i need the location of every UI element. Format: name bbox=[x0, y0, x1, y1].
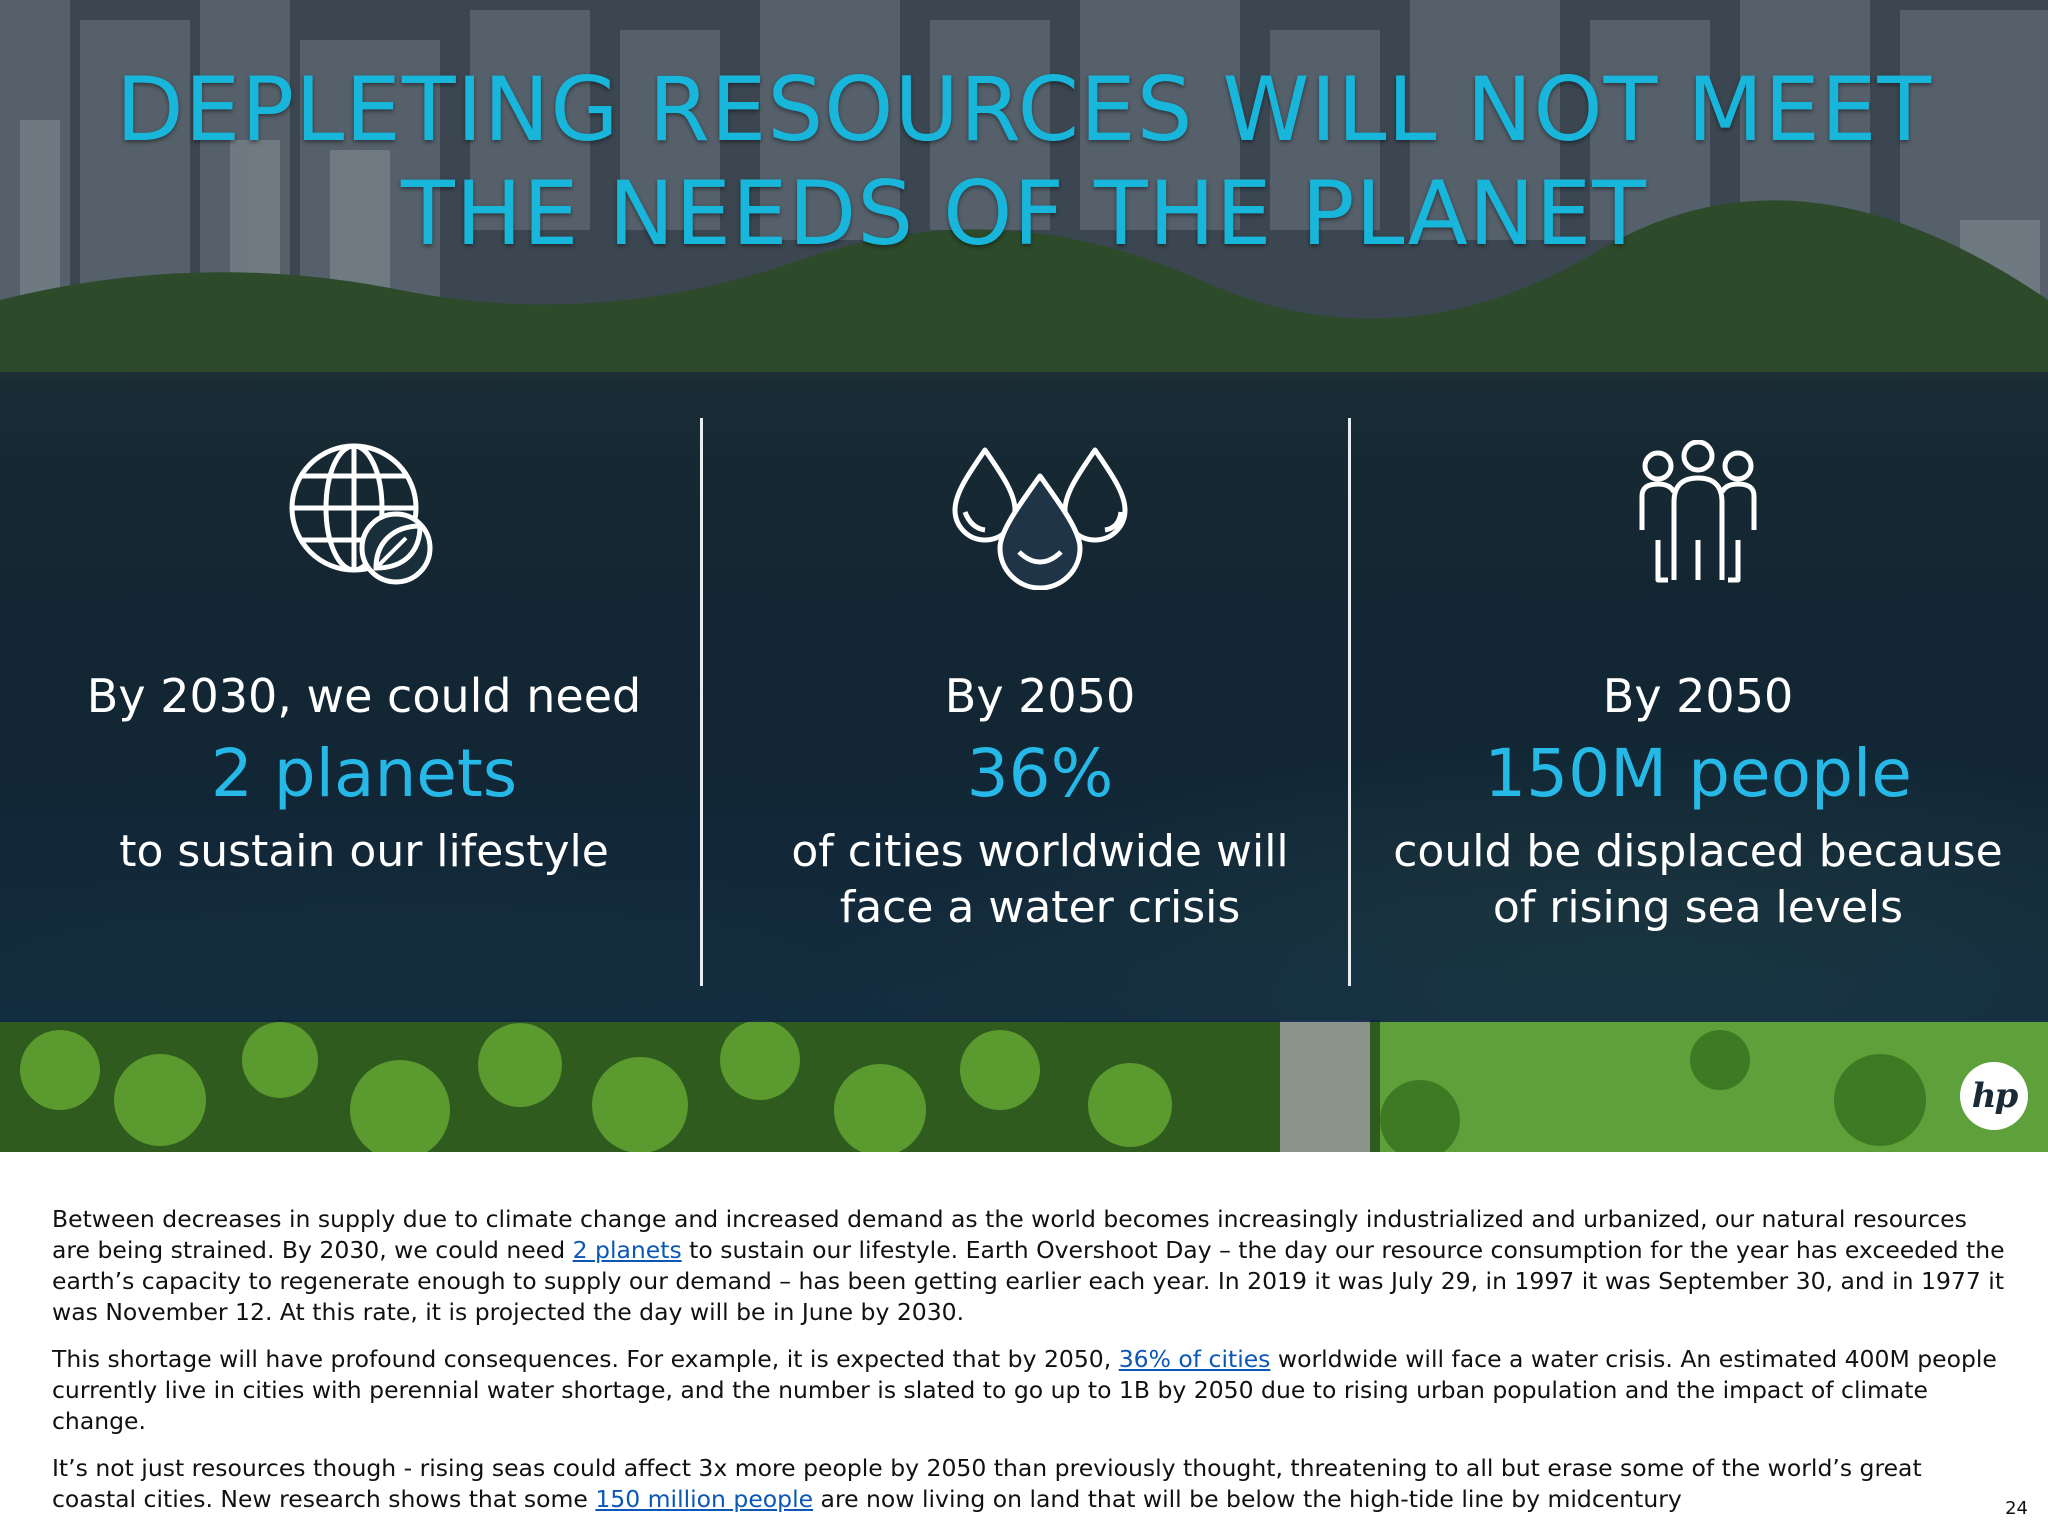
stat-highlight: 150M people bbox=[1484, 735, 1912, 812]
notes-text: to sustain our lifestyle. Earth Overshoo… bbox=[52, 1236, 2005, 1326]
people-group-icon bbox=[1639, 440, 1757, 583]
slide-title-line-1: DEPLETING RESOURCES WILL NOT MEET bbox=[115, 58, 1933, 161]
stat-subtext: could be displaced because of rising sea… bbox=[1378, 824, 2018, 936]
stat-planets: By 2030, we could need 2 planets to sust… bbox=[44, 440, 684, 880]
hp-logo: hp bbox=[1960, 1062, 2028, 1130]
stat-subtext: to sustain our lifestyle bbox=[44, 824, 684, 880]
stat-people: By 2050 150M people could be displaced b… bbox=[1378, 440, 2018, 936]
notes-paragraph: It’s not just resources though - rising … bbox=[52, 1453, 2012, 1515]
stat-lead-text: By 2050 bbox=[944, 669, 1136, 723]
cities-link[interactable]: 36% of cities bbox=[1118, 1345, 1271, 1373]
stat-lead-text: By 2030, we could need bbox=[86, 669, 642, 723]
speaker-notes: Between decreases in supply due to clima… bbox=[52, 1204, 2012, 1531]
notes-text: are now living on land that will be belo… bbox=[813, 1485, 1682, 1513]
stat-subtext-line: of rising sea levels bbox=[1492, 882, 1904, 933]
stat-subtext-line: could be displaced because bbox=[1393, 826, 2003, 877]
notes-text: It’s not just resources though - rising … bbox=[52, 1454, 1922, 1513]
slide-title: DEPLETING RESOURCES WILL NOT MEET THE NE… bbox=[0, 58, 2048, 266]
water-drops-icon bbox=[952, 447, 1128, 590]
notes-text: This shortage will have profound consequ… bbox=[52, 1345, 1119, 1373]
column-divider bbox=[700, 418, 703, 986]
stat-water: By 2050 36% of cities worldwide will fac… bbox=[720, 440, 1360, 936]
notes-paragraph: Between decreases in supply due to clima… bbox=[52, 1204, 2012, 1328]
stat-subtext-line: to sustain our lifestyle bbox=[119, 826, 609, 877]
page-number: 24 bbox=[2005, 1498, 2028, 1519]
stat-highlight: 2 planets bbox=[210, 735, 518, 812]
tree-canopy-background bbox=[0, 1020, 2048, 1152]
notes-paragraph: This shortage will have profound consequ… bbox=[52, 1344, 2012, 1437]
stat-lead-text: By 2050 bbox=[1602, 669, 1794, 723]
stat-highlight: 36% bbox=[966, 735, 1114, 812]
notes-text: Between decreases in supply due to clima… bbox=[52, 1205, 1967, 1264]
column-divider bbox=[1348, 418, 1351, 986]
slide-title-line-2: THE NEEDS OF THE PLANET bbox=[401, 162, 1647, 265]
slide-image: DEPLETING RESOURCES WILL NOT MEET THE NE… bbox=[0, 0, 2048, 1152]
planets-link[interactable]: 2 planets bbox=[572, 1236, 682, 1264]
globe-leaf-icon bbox=[289, 443, 433, 585]
notes-text: worldwide will face a water crisis. An e… bbox=[52, 1345, 1997, 1435]
people-link[interactable]: 150 million people bbox=[595, 1485, 814, 1513]
stat-subtext-line: of cities worldwide will bbox=[791, 826, 1289, 877]
stat-subtext-line: face a water crisis bbox=[839, 882, 1241, 933]
city-skyline-background bbox=[0, 0, 2048, 380]
stat-subtext: of cities worldwide will face a water cr… bbox=[720, 824, 1360, 936]
